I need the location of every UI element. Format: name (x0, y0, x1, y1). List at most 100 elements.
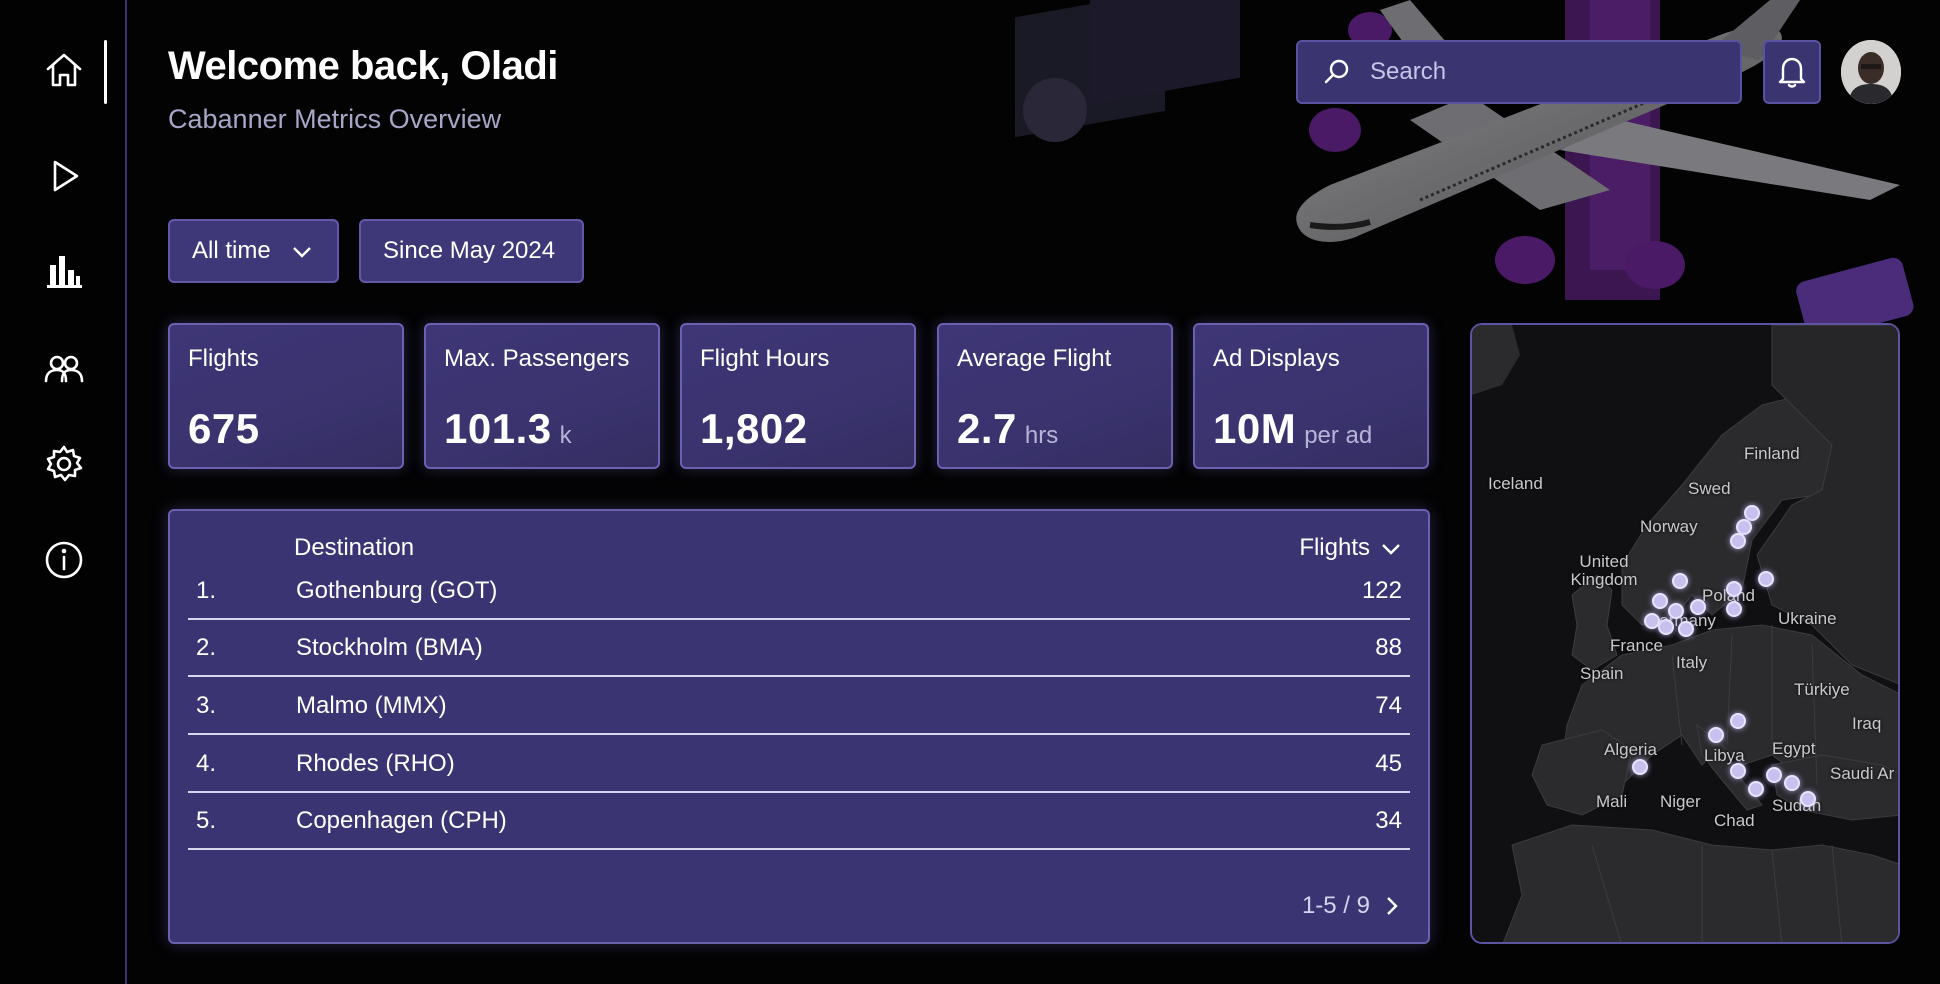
stat-label: Ad Displays (1213, 345, 1340, 372)
table-row[interactable]: 4. Rhodes (RHO) 45 (188, 736, 1410, 793)
map-label: Türkiye (1794, 680, 1850, 699)
stat-label: Max. Passengers (444, 345, 630, 372)
chevron-down-icon (1382, 544, 1400, 555)
row-rank: 2. (196, 634, 217, 661)
map-pin[interactable] (1744, 505, 1760, 521)
stat-card-flights: Flights 675 (168, 323, 404, 469)
user-photo (1841, 40, 1901, 104)
stat-card-flight-hours: Flight Hours 1,802 (680, 323, 916, 469)
time-range-dropdown[interactable]: All time (168, 219, 339, 283)
map-pin[interactable] (1678, 621, 1694, 637)
map-label: Spain (1580, 664, 1624, 683)
avatar[interactable] (1841, 40, 1901, 104)
map-label: Ukraine (1778, 609, 1837, 628)
map-label: Iraq (1852, 714, 1882, 733)
table-row[interactable]: 2. Stockholm (BMA) 88 (188, 620, 1410, 677)
stat-label: Flight Hours (700, 345, 830, 372)
destinations-map[interactable]: Iceland Finland Swed Norway United Kingd… (1470, 323, 1900, 944)
map-label: United Kingdom (1570, 552, 1638, 589)
map-pin[interactable] (1708, 727, 1724, 743)
play-icon (53, 160, 79, 192)
stat-card-average-flight: Average Flight 2.7 hrs (937, 323, 1173, 469)
map-pin[interactable] (1726, 581, 1742, 597)
map-pin[interactable] (1672, 573, 1688, 589)
stat-value: 1,802 (700, 405, 808, 452)
sidebar-item-home[interactable] (36, 42, 92, 98)
map-pin[interactable] (1758, 571, 1774, 587)
row-flights: 45 (1375, 750, 1402, 777)
stat-card-max-passengers: Max. Passengers 101.3 k (424, 323, 660, 469)
map-pin[interactable] (1766, 767, 1782, 783)
map-pin[interactable] (1730, 763, 1746, 779)
row-destination: Rhodes (RHO) (296, 750, 455, 777)
map-label: Iceland (1488, 474, 1543, 493)
notifications-button[interactable] (1763, 40, 1821, 104)
sidebar (0, 0, 127, 984)
row-rank: 4. (196, 750, 217, 777)
time-range-value: All time (192, 237, 271, 264)
map-pin[interactable] (1784, 775, 1800, 791)
home-icon (46, 53, 82, 87)
map-pin[interactable] (1726, 601, 1742, 617)
since-date-label: Since May 2024 (383, 237, 556, 264)
map-pin[interactable] (1644, 613, 1660, 629)
table-row[interactable]: 3. Malmo (MMX) 74 (188, 678, 1410, 735)
row-flights: 122 (1361, 577, 1402, 604)
map-label: Finland (1744, 444, 1800, 463)
row-flights: 34 (1375, 807, 1402, 834)
map-pin[interactable] (1668, 603, 1684, 619)
map-pin[interactable] (1730, 713, 1746, 729)
map-pin[interactable] (1658, 619, 1674, 635)
page-subtitle: Cabanner Metrics Overview (168, 104, 502, 134)
sidebar-item-play[interactable] (36, 148, 92, 204)
map-label: Saudi Ar (1830, 764, 1895, 783)
map-pin[interactable] (1632, 759, 1648, 775)
destinations-table: Destination Flights 1. Gothenburg (GOT) … (168, 509, 1430, 944)
stat-card-ad-displays: Ad Displays 10M per ad (1193, 323, 1429, 469)
chevron-down-icon (292, 247, 311, 258)
info-icon (45, 541, 83, 579)
pagination-label: 1-5 / 9 (1301, 892, 1370, 919)
map-label: Norway (1640, 517, 1698, 536)
sidebar-item-users[interactable] (36, 340, 92, 396)
map-pin[interactable] (1748, 781, 1764, 797)
row-rank: 1. (196, 577, 217, 604)
table-row[interactable]: 5. Copenhagen (CPH) 34 (188, 793, 1410, 850)
map-pin[interactable] (1652, 593, 1668, 609)
stat-unit: hrs (1024, 422, 1059, 449)
map-label: Mali (1596, 792, 1628, 811)
chevron-right-icon[interactable] (1382, 895, 1402, 917)
sidebar-item-analytics[interactable] (36, 244, 92, 300)
map-label: Chad (1714, 811, 1755, 830)
since-date-button[interactable]: Since May 2024 (359, 219, 584, 283)
map-pin[interactable] (1690, 599, 1706, 615)
stat-value: 10M per ad (1213, 405, 1373, 452)
page-title: Welcome back, Oladi (168, 44, 558, 88)
gear-icon (46, 445, 83, 482)
map-label: Algeria (1604, 740, 1657, 759)
map-label: France (1610, 636, 1663, 655)
stat-label: Flights (188, 345, 259, 372)
bell-icon (1778, 57, 1806, 88)
sort-flights-button[interactable]: Flights (1299, 534, 1402, 562)
map-pin[interactable] (1800, 791, 1816, 807)
column-header-destination: Destination (294, 534, 415, 561)
row-rank: 3. (196, 692, 217, 719)
sidebar-item-settings[interactable] (36, 436, 92, 492)
map-pin[interactable] (1736, 519, 1752, 535)
stat-unit: k (559, 422, 572, 449)
row-flights: 74 (1375, 692, 1402, 719)
pagination: 1-5 / 9 (1302, 892, 1402, 920)
row-rank: 5. (196, 807, 217, 834)
row-destination: Copenhagen (CPH) (296, 807, 507, 834)
stat-value: 675 (188, 405, 260, 452)
stat-unit: per ad (1304, 422, 1373, 449)
row-destination: Stockholm (BMA) (296, 634, 483, 661)
search-input[interactable] (1370, 58, 1710, 86)
map-label: Italy (1676, 653, 1708, 672)
map-pin[interactable] (1730, 533, 1746, 549)
search-bar[interactable] (1296, 40, 1742, 104)
table-row[interactable]: 1. Gothenburg (GOT) 122 (188, 563, 1410, 620)
map-label: Egypt (1772, 739, 1816, 758)
sidebar-item-info[interactable] (36, 532, 92, 588)
